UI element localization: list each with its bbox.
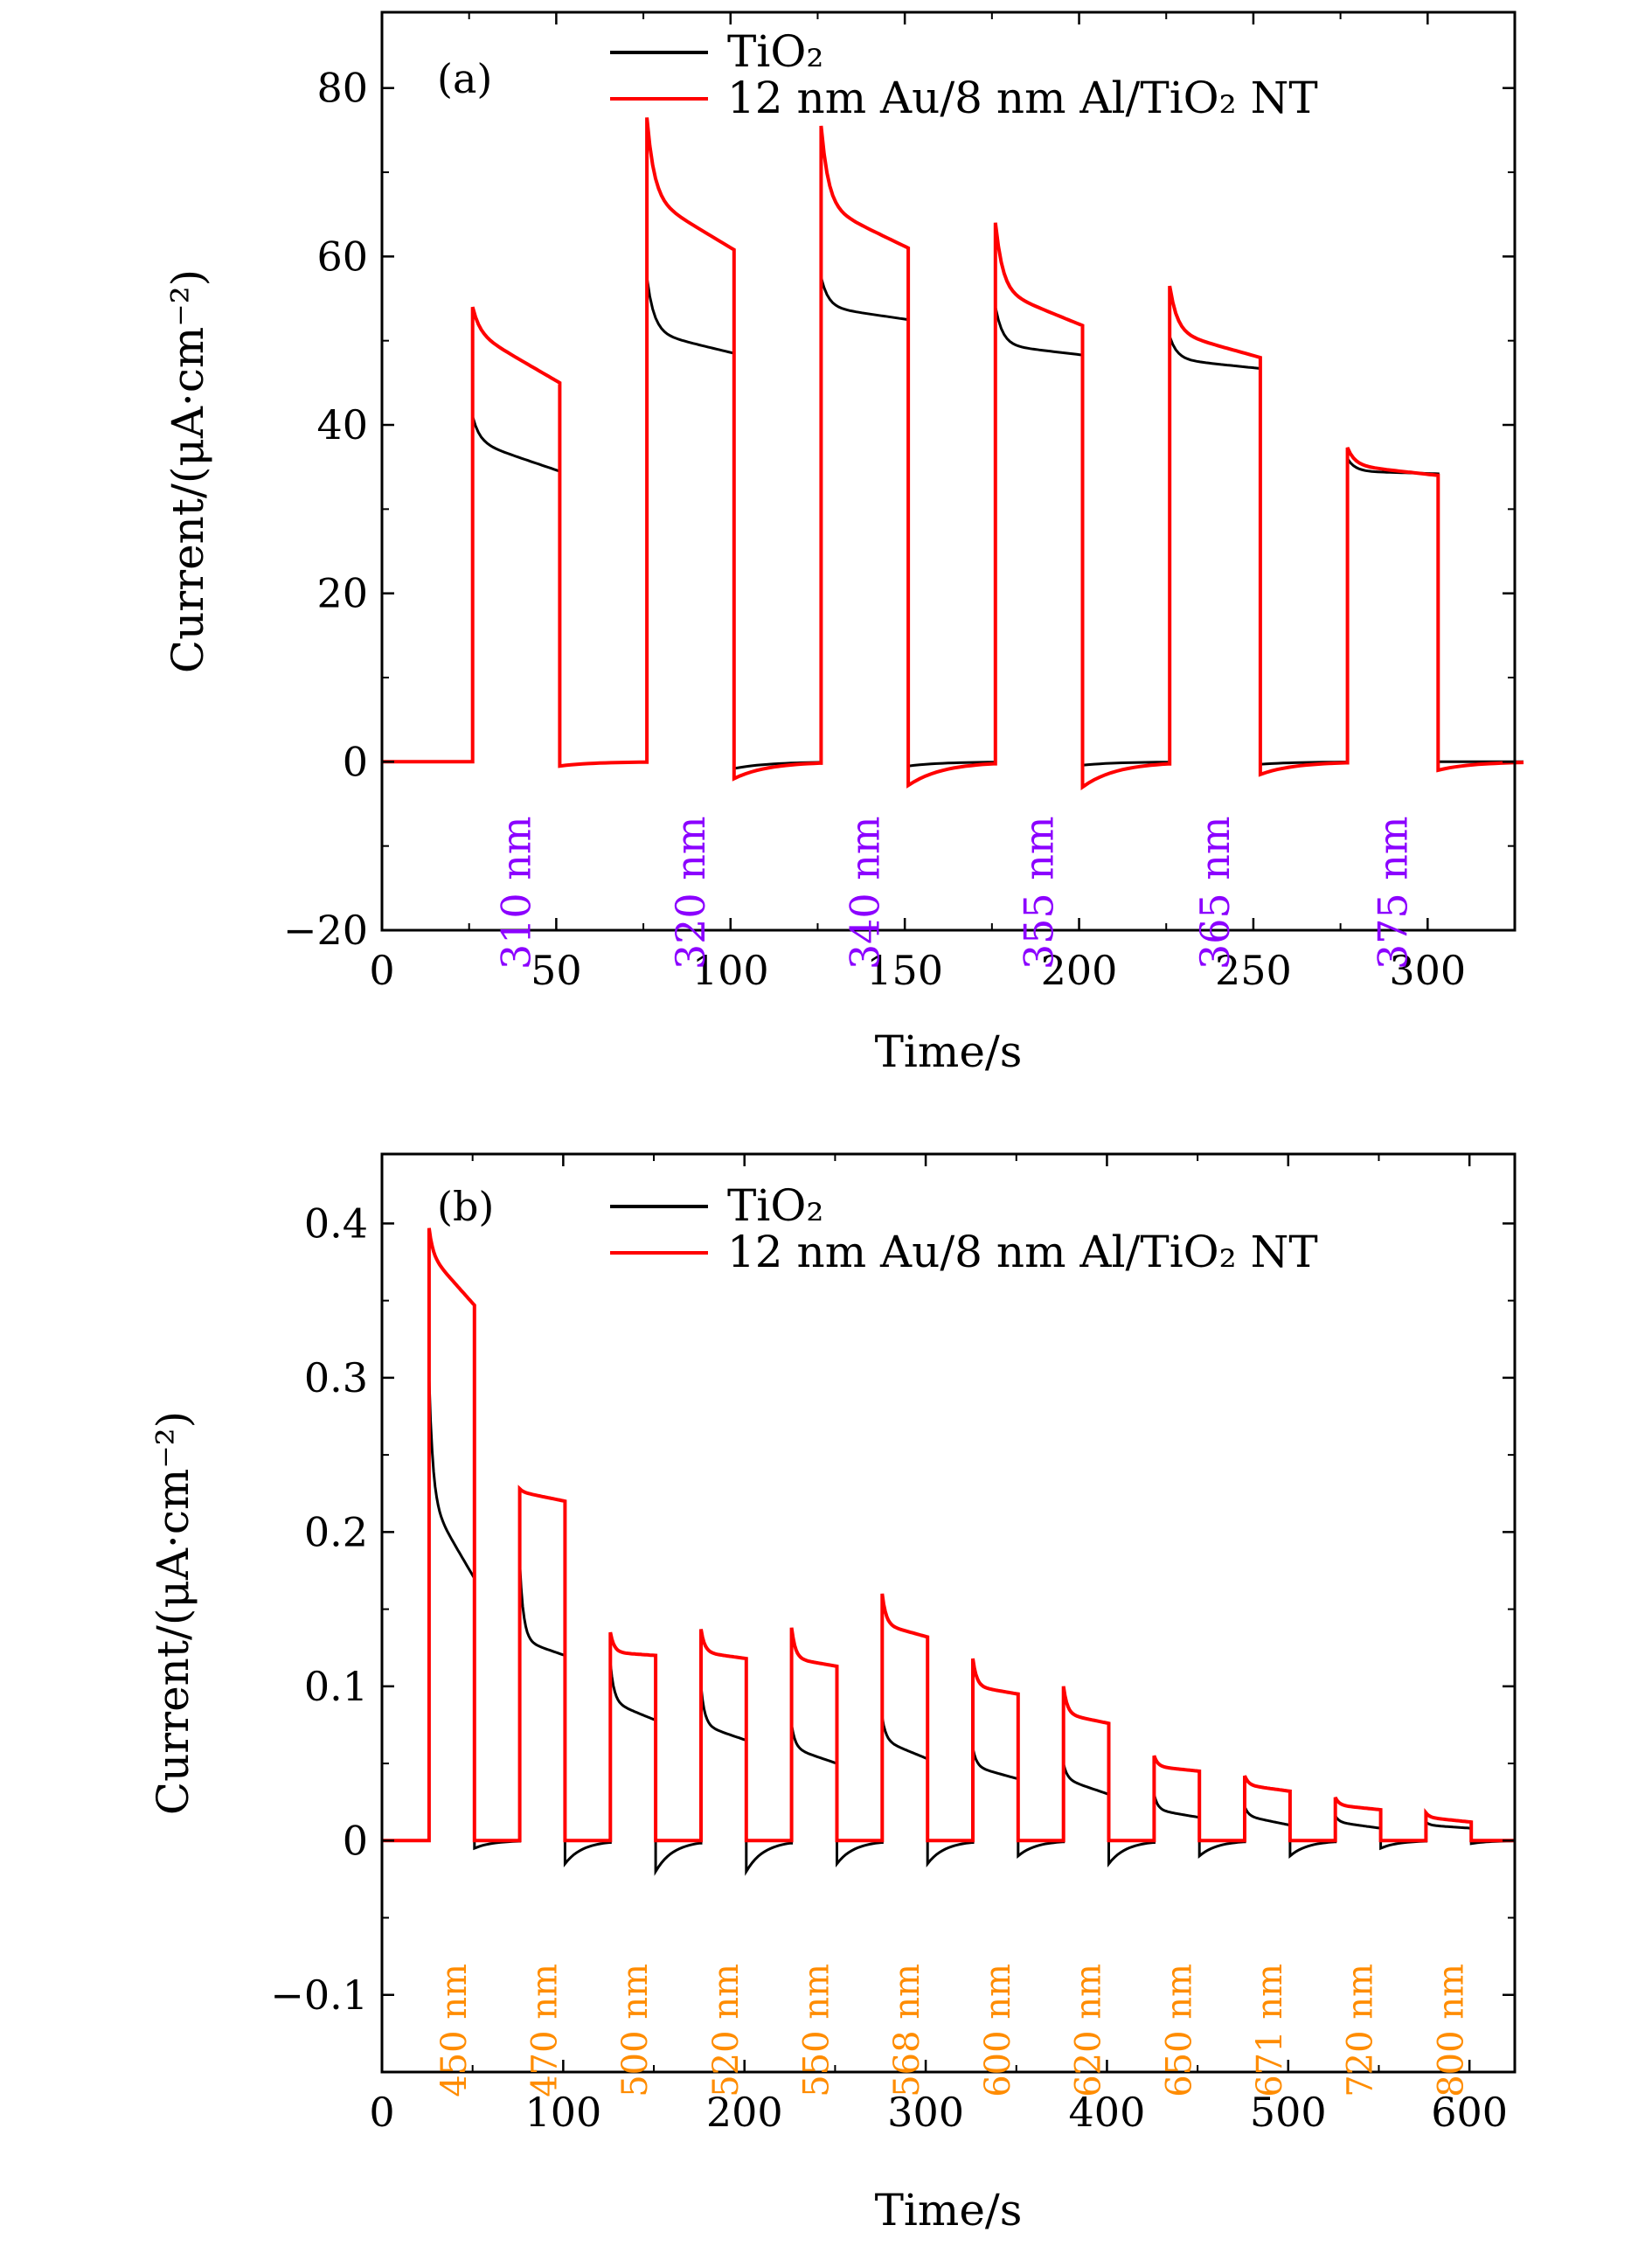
legend-label-aunt: 12 nm Au/8 nm Al/TiO₂ NT <box>727 73 1318 123</box>
panel-b-x-title: Time/s <box>875 2185 1023 2236</box>
panel-a-frame <box>380 10 1517 932</box>
series-line-au-al-tio2-nt <box>382 117 1524 790</box>
x-tick-label: 50 <box>531 947 582 994</box>
panel-b-series-group <box>382 1227 1516 1876</box>
y-tick-label: 20 <box>316 570 368 617</box>
panel-a-legend: TiO₂ 12 nm Au/8 nm Al/TiO₂ NT <box>610 26 1318 123</box>
panel-a-series-group <box>382 117 1524 790</box>
legend-label-aunt: 12 nm Au/8 nm Al/TiO₂ NT <box>727 1227 1318 1277</box>
wavelength-label: 550 nm <box>797 1964 837 2097</box>
panel-a-y-title: Current/(μA·cm⁻²) <box>163 269 213 673</box>
wavelength-label: 320 nm <box>667 816 714 970</box>
panel-b: 0 100 200 300 400 500 600 −0.1 0 0.1 0.2 0.3 0.4 450… <box>148 1152 1517 2236</box>
x-tick-label: 600 <box>1431 2089 1508 2136</box>
y-tick-label: 0.4 <box>304 1199 368 1247</box>
wavelength-label: 500 nm <box>615 1964 656 2097</box>
x-tick-label: 200 <box>706 2089 783 2136</box>
series-line-tio2 <box>382 1377 1516 1876</box>
series-line-tio2 <box>382 276 1524 770</box>
legend-label-tio2: TiO₂ <box>727 1180 823 1231</box>
wavelength-label: 470 nm <box>525 1964 566 2097</box>
wavelength-label: 520 nm <box>706 1964 746 2097</box>
wavelength-label: 375 nm <box>1369 816 1416 970</box>
x-tick-label: 0 <box>369 947 394 994</box>
x-tick-label: 400 <box>1069 2089 1146 2136</box>
y-tick-label: −0.1 <box>270 1971 368 2019</box>
y-tick-label: 0 <box>343 738 368 785</box>
panel-b-label: (b) <box>437 1183 494 1230</box>
series-line-au-al-tio2-nt <box>382 1227 1516 1843</box>
y-tick-label: 40 <box>316 401 368 449</box>
x-tick-label: 150 <box>866 947 943 994</box>
x-tick-label: 250 <box>1215 947 1292 994</box>
wavelength-label: 310 nm <box>493 816 540 970</box>
wavelength-label: 365 nm <box>1191 816 1239 970</box>
y-tick-label: 0.2 <box>304 1508 368 1555</box>
wavelength-label: 800 nm <box>1431 1964 1471 2097</box>
panel-b-frame <box>380 1152 1517 2074</box>
x-tick-label: 100 <box>692 947 769 994</box>
y-tick-label: 0.3 <box>304 1354 368 1401</box>
wavelength-label: 450 nm <box>434 1964 475 2097</box>
wavelength-label: 620 nm <box>1069 1964 1109 2097</box>
panel-a-label: (a) <box>437 55 492 102</box>
panel-b-legend: TiO₂ 12 nm Au/8 nm Al/TiO₂ NT <box>610 1180 1318 1277</box>
wavelength-label: 650 nm <box>1159 1964 1199 2097</box>
legend-label-tio2: TiO₂ <box>727 26 823 77</box>
x-tick-label: 0 <box>369 2089 394 2136</box>
wavelength-label: 568 nm <box>887 1964 927 2097</box>
x-tick-label: 200 <box>1041 947 1118 994</box>
y-tick-label: 0 <box>343 1817 368 1864</box>
panel-a-x-title: Time/s <box>875 1026 1023 1077</box>
x-tick-label: 300 <box>887 2089 964 2136</box>
wavelength-label: 355 nm <box>1016 816 1063 970</box>
x-tick-label: 300 <box>1389 947 1466 994</box>
x-tick-label: 100 <box>524 2089 601 2136</box>
wavelength-label: 671 nm <box>1250 1964 1290 2097</box>
x-tick-label: 500 <box>1250 2089 1327 2136</box>
panel-b-y-title: Current/(μA·cm⁻²) <box>148 1411 198 1815</box>
wavelength-label: 600 nm <box>978 1964 1018 2097</box>
y-tick-label: 60 <box>316 233 368 280</box>
y-tick-label: 0.1 <box>304 1663 368 1710</box>
y-tick-label: 80 <box>316 65 368 112</box>
wavelength-label: 720 nm <box>1341 1964 1381 2097</box>
y-tick-label: −20 <box>283 907 368 954</box>
wavelength-label: 340 nm <box>841 816 888 970</box>
